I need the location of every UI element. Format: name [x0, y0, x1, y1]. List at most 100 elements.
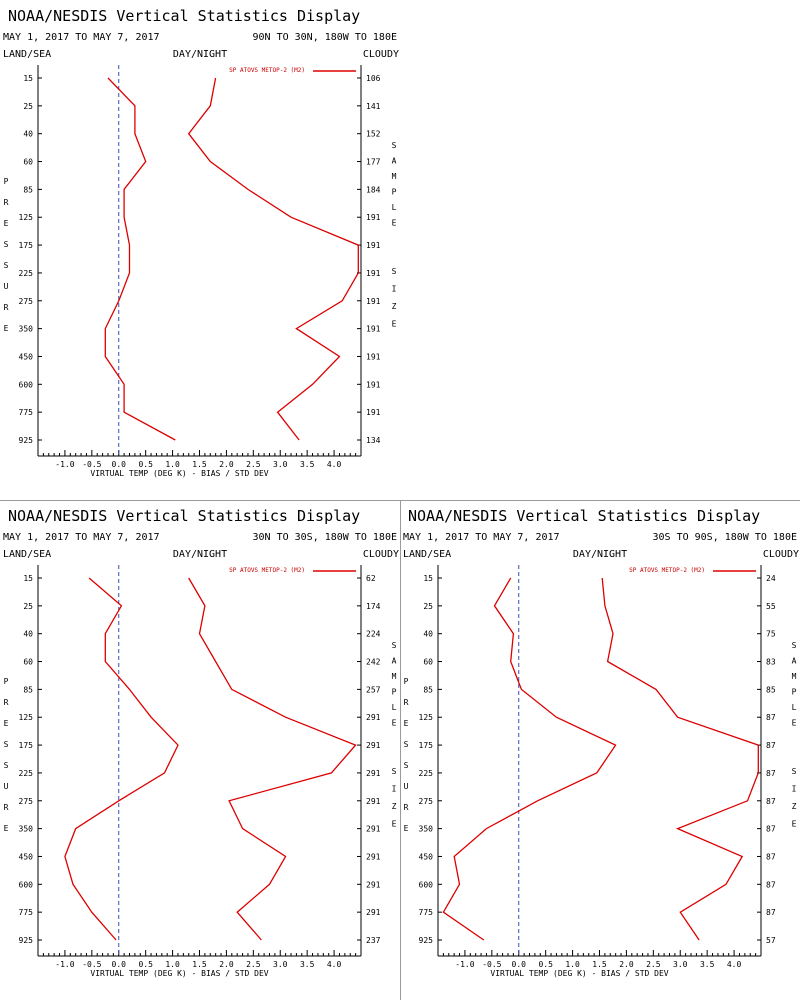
chart-svg: NOAA/NESDIS Vertical Statistics Display M…	[403, 507, 799, 978]
pressure-level-label: 275	[19, 297, 34, 306]
sample-size-label: 291	[366, 852, 381, 861]
pressure-letter: E	[4, 219, 9, 228]
sample-size-label: 174	[366, 602, 381, 611]
x-tick-label: 1.5	[192, 960, 207, 969]
sample-size-label: 191	[366, 408, 381, 417]
sample-size-label: 291	[366, 908, 381, 917]
sample-size-label: 224	[366, 630, 381, 639]
sample-letter: A	[392, 657, 397, 666]
pressure-level-label: 450	[19, 852, 34, 861]
pressure-letter: P	[4, 177, 9, 186]
sample-size-label: 57	[766, 936, 776, 945]
size-letter: E	[392, 820, 397, 829]
pressure-level-label: 600	[19, 380, 34, 389]
sample-letter: P	[792, 688, 797, 697]
pressure-level-label: 225	[19, 269, 34, 278]
pressure-level-label: 225	[419, 769, 434, 778]
x-tick-label: -0.5	[482, 960, 501, 969]
size-letter: E	[392, 320, 397, 329]
pressure-level-label: 600	[419, 880, 434, 889]
day-night-label: DAY/NIGHT	[173, 49, 227, 60]
size-letter: I	[392, 285, 397, 294]
pressure-letter: S	[4, 761, 9, 770]
sample-size-label: 191	[366, 269, 381, 278]
x-tick-label: -0.5	[82, 960, 101, 969]
panel-90n-30n: NOAA/NESDIS Vertical Statistics Display M…	[0, 0, 400, 500]
x-tick-label: 2.0	[219, 460, 234, 469]
land-sea-label: LAND/SEA	[3, 549, 51, 560]
chart-svg: NOAA/NESDIS Vertical Statistics Display M…	[3, 7, 399, 478]
date-range: MAY 1, 2017 TO MAY 7, 2017	[3, 532, 160, 543]
pressure-level-label: 175	[19, 241, 34, 250]
pressure-level-label: 350	[19, 325, 34, 334]
panel-30s-90s: NOAA/NESDIS Vertical Statistics Display M…	[400, 500, 800, 1000]
std_dev-series-line	[187, 77, 359, 441]
sample-letter: M	[792, 672, 797, 681]
x-tick-label: 3.0	[273, 960, 288, 969]
pressure-letter: R	[4, 698, 9, 707]
size-letter: I	[392, 785, 397, 794]
pressure-level-label: 15	[423, 574, 433, 583]
vertical-divider	[400, 500, 401, 1000]
sample-size-label: 87	[766, 741, 776, 750]
pressure-level-label: 775	[19, 908, 34, 917]
legend-label: SP ATOVS METOP-2 (M2)	[629, 567, 705, 574]
pressure-level-label: 350	[19, 825, 34, 834]
pressure-level-label: 350	[419, 825, 434, 834]
sample-size-label: 291	[366, 797, 381, 806]
sample-size-label: 62	[366, 574, 376, 583]
sample-size-label: 134	[366, 436, 381, 445]
sample-size-label: 87	[766, 908, 776, 917]
pressure-letter: E	[4, 719, 9, 728]
x-tick-label: 3.5	[700, 960, 715, 969]
legend-label: SP ATOVS METOP-2 (M2)	[229, 67, 305, 74]
sample-size-label: 24	[766, 574, 776, 583]
sample-letter: E	[792, 719, 797, 728]
cloudy-label: CLOUDY	[763, 549, 799, 560]
x-axis-title: VIRTUAL TEMP (DEG K) - BIAS / STD DEV	[90, 469, 268, 478]
sample-letter: L	[392, 703, 397, 712]
sample-size-label: 191	[366, 213, 381, 222]
sample-letter: S	[792, 641, 797, 650]
land-sea-label: LAND/SEA	[403, 549, 451, 560]
pressure-level-label: 85	[423, 685, 433, 694]
sample-size-label: 191	[366, 297, 381, 306]
sample-size-label: 83	[766, 658, 776, 667]
pressure-level-label: 125	[19, 713, 34, 722]
pressure-level-label: 40	[23, 630, 33, 639]
pressure-level-label: 175	[19, 741, 34, 750]
pressure-letter: E	[404, 719, 409, 728]
bias-series-line	[64, 577, 179, 941]
panel-30n-30s: NOAA/NESDIS Vertical Statistics Display M…	[0, 500, 400, 1000]
pressure-letter: E	[404, 824, 409, 833]
x-tick-label: 0.5	[138, 460, 153, 469]
sample-size-label: 87	[766, 825, 776, 834]
sample-letter: L	[392, 203, 397, 212]
x-tick-label: 1.0	[565, 960, 580, 969]
pressure-letter: U	[404, 782, 409, 791]
size-letter: S	[392, 267, 397, 276]
x-axis-title: VIRTUAL TEMP (DEG K) - BIAS / STD DEV	[490, 969, 668, 978]
sample-size-label: 87	[766, 880, 776, 889]
sample-size-label: 191	[366, 352, 381, 361]
pressure-level-label: 925	[19, 436, 34, 445]
x-tick-label: 1.0	[165, 460, 180, 469]
sample-size-label: 291	[366, 825, 381, 834]
sample-letter: P	[392, 688, 397, 697]
region-label: 30S TO 90S, 180W TO 180E	[653, 532, 798, 543]
x-tick-label: 2.0	[219, 960, 234, 969]
x-tick-label: 3.5	[300, 460, 315, 469]
sample-size-label: 237	[366, 936, 381, 945]
sample-letter: S	[392, 141, 397, 150]
x-tick-label: 0.0	[112, 960, 127, 969]
pressure-letter: R	[4, 198, 9, 207]
pressure-letter: E	[4, 824, 9, 833]
pressure-level-label: 775	[419, 908, 434, 917]
pressure-level-label: 25	[423, 602, 433, 611]
x-tick-label: 4.0	[727, 960, 742, 969]
pressure-level-label: 25	[23, 602, 33, 611]
x-tick-label: 2.5	[246, 960, 261, 969]
pressure-level-label: 450	[19, 352, 34, 361]
x-tick-label: 1.5	[192, 460, 207, 469]
chart-title: NOAA/NESDIS Vertical Statistics Display	[8, 7, 360, 25]
